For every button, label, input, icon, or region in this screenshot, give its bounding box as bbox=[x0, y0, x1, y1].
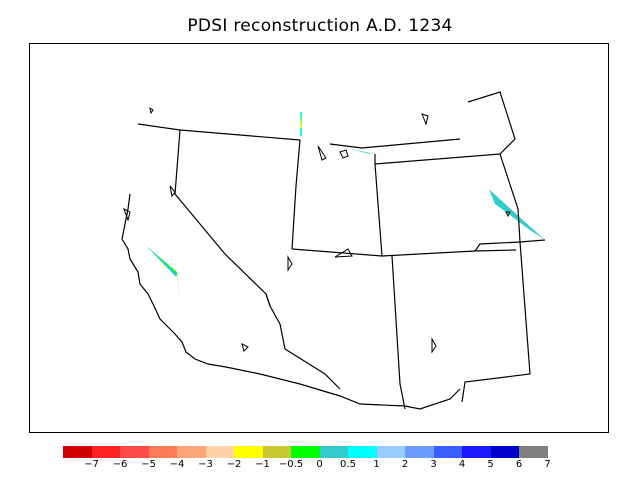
legend-tick-label: 4 bbox=[458, 459, 466, 470]
legend-swatch bbox=[91, 446, 120, 458]
legend-tick-label: −3 bbox=[198, 459, 213, 470]
legend-tick-label: 1 bbox=[373, 459, 380, 470]
mask-top-left bbox=[30, 104, 200, 148]
legend-swatch bbox=[405, 446, 434, 458]
legend-tick-label: −6 bbox=[112, 459, 128, 470]
legend-tick-label: −0.5 bbox=[278, 459, 304, 470]
legend-swatch bbox=[376, 446, 405, 458]
legend-tick-label: 0 bbox=[316, 459, 323, 470]
legend-tick-label: −7 bbox=[84, 459, 99, 470]
legend-tick-label: 6 bbox=[515, 459, 523, 470]
legend-swatch bbox=[205, 446, 234, 458]
legend-tick-label: 3 bbox=[430, 459, 437, 470]
legend-swatch bbox=[348, 446, 377, 458]
mask-bottom-left bbox=[30, 306, 230, 432]
mask-top-right bbox=[470, 104, 608, 240]
legend-swatch bbox=[319, 446, 348, 458]
mask-right bbox=[575, 239, 608, 432]
color-legend-bar bbox=[63, 446, 548, 458]
mask-bottom bbox=[226, 356, 575, 432]
mask-gap-center bbox=[302, 104, 408, 154]
legend-swatch bbox=[462, 446, 491, 458]
map-title: PDSI reconstruction A.D. 1234 bbox=[187, 16, 453, 36]
pdsi-map bbox=[30, 44, 608, 432]
mask-left bbox=[30, 148, 175, 306]
legend-swatch bbox=[234, 446, 263, 458]
international-border bbox=[225, 366, 461, 410]
legend-swatch bbox=[63, 446, 92, 458]
legend-swatch bbox=[433, 446, 462, 458]
legend-tick-label: 2 bbox=[401, 459, 409, 470]
lakes bbox=[123, 106, 511, 354]
state-borders bbox=[137, 91, 546, 410]
coastline bbox=[121, 193, 227, 368]
mask-top bbox=[30, 44, 608, 104]
color-legend-labels: −7 −6 −5 −4 −3 −2 −1 −0.5 0 0.5 1 2 3 4 5 6 7 bbox=[0, 459, 640, 473]
legend-tick-label: 7 bbox=[544, 459, 551, 470]
legend-tick-label: 5 bbox=[487, 459, 494, 470]
legend-tick-label: −1 bbox=[255, 459, 270, 470]
legend-tick-label: 0.5 bbox=[340, 459, 356, 470]
legend-swatch bbox=[262, 446, 291, 458]
map-frame bbox=[29, 43, 609, 433]
legend-swatch bbox=[291, 446, 320, 458]
legend-swatch bbox=[490, 446, 519, 458]
legend-swatch bbox=[519, 446, 548, 458]
legend-swatch bbox=[177, 446, 206, 458]
legend-tick-label: −4 bbox=[169, 459, 185, 470]
legend-swatch bbox=[148, 446, 177, 458]
legend-swatch bbox=[120, 446, 149, 458]
legend-tick-label: −5 bbox=[141, 459, 156, 470]
legend-tick-label: −2 bbox=[226, 459, 242, 470]
